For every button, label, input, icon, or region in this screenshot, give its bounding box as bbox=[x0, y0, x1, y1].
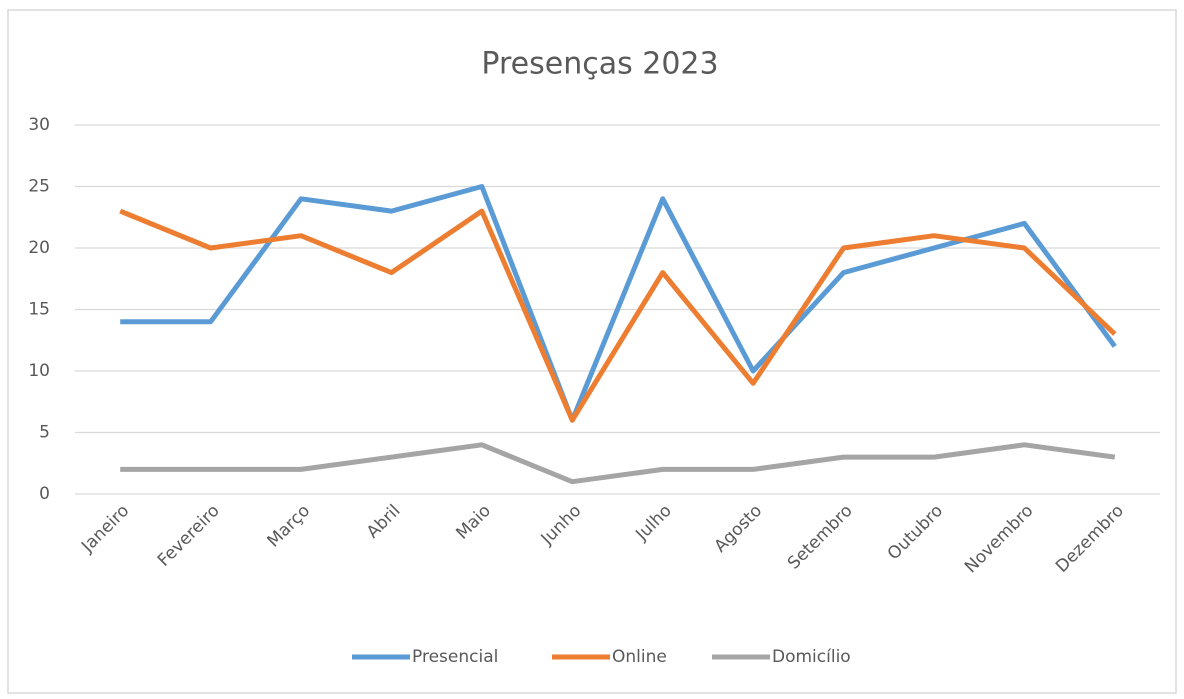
legend-label: Presencial bbox=[412, 647, 498, 667]
chart-border bbox=[7, 9, 1177, 694]
y-tick-label: 5 bbox=[39, 423, 50, 443]
y-tick-label: 20 bbox=[28, 238, 50, 258]
legend-label: Domicílio bbox=[772, 647, 851, 667]
y-tick-label: 25 bbox=[28, 177, 50, 197]
y-tick-label: 0 bbox=[39, 484, 50, 504]
legend-label: Online bbox=[612, 647, 667, 667]
line-series bbox=[119, 208, 1117, 423]
y-tick-label: 10 bbox=[28, 361, 50, 381]
line-series bbox=[120, 184, 1117, 423]
y-tick-label: 30 bbox=[28, 115, 50, 135]
chart-title: Presenças 2023 bbox=[481, 47, 718, 82]
y-tick-label: 15 bbox=[28, 300, 50, 320]
line-series bbox=[120, 442, 1116, 485]
